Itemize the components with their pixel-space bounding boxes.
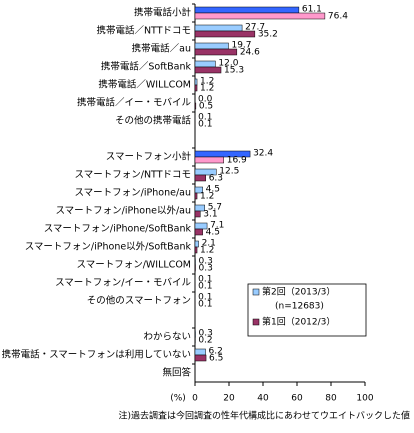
value-label: 1.2 [200, 84, 214, 94]
category-label: 無回答 [162, 367, 191, 379]
x-tick-label: 40 [257, 394, 269, 404]
legend-label: 第2回（2013/3） [262, 286, 335, 298]
x-axis-label: (%) [170, 394, 186, 404]
category-label: 携帯電話／イー・モバイル [77, 97, 192, 109]
value-label: 0.2 [198, 336, 212, 346]
value-label: 76.4 [328, 12, 348, 22]
bar [195, 61, 215, 67]
category-label: スマートフォン/iPhone以外/au [55, 205, 191, 217]
bar [195, 355, 206, 361]
value-label: 1.2 [200, 246, 214, 256]
footnote: 注)過去調査は今回調査の性年代構成比にあわせてウエイトバックした値 [118, 410, 410, 422]
category-label: 携帯電話小計 [134, 7, 192, 19]
value-label: 16.9 [227, 156, 247, 166]
bar [195, 211, 200, 217]
value-label: 0.1 [198, 120, 212, 130]
category-label: スマートフォン/iPhone/SoftBank [44, 224, 192, 235]
category-label: 携帯電話／WILLCOM [98, 79, 191, 91]
category-label: スマートフォン/NTTドコモ [75, 170, 191, 181]
category-label: スマートフォン/iPhone以外/SoftBank [25, 241, 192, 253]
category-label: スマートフォン/イー・モバイル [55, 278, 191, 289]
value-label: 0.1 [198, 282, 212, 292]
bar [195, 67, 221, 73]
legend-note: (n=12683) [275, 302, 324, 312]
bar [195, 13, 325, 19]
value-label: 15.3 [224, 66, 244, 76]
bar [195, 229, 203, 235]
bar [195, 241, 199, 247]
category-label: スマートフォン小計 [106, 151, 192, 163]
x-tick-label: 0 [192, 394, 198, 404]
value-label: 6.3 [209, 174, 223, 184]
bar [195, 49, 237, 55]
bar [195, 103, 196, 109]
bar [195, 25, 242, 31]
value-label: 6.5 [209, 354, 223, 364]
category-label: その他の携帯電話 [115, 115, 192, 127]
bar [195, 193, 197, 199]
category-label: わからない [143, 332, 191, 343]
category-label: 携帯電話・スマートフォンは利用していない [2, 349, 191, 361]
x-tick-label: 60 [291, 394, 303, 404]
bar [195, 175, 206, 181]
category-label: 携帯電話／NTTドコモ [96, 25, 191, 37]
value-label: 0.5 [199, 102, 213, 112]
value-label: 24.6 [240, 48, 260, 58]
value-label: 0.1 [198, 300, 212, 310]
legend-swatch [253, 289, 259, 295]
value-label: 35.2 [258, 30, 278, 40]
bar [195, 43, 228, 49]
x-tick-label: 100 [356, 394, 373, 404]
category-label: スマートフォン/WILLCOM [76, 260, 191, 271]
legend-label: 第1回（2012/3） [262, 316, 335, 328]
bar [195, 79, 197, 85]
bar [195, 85, 197, 91]
category-label: 携帯電話／SoftBank [101, 61, 192, 73]
bar [195, 247, 197, 253]
category-label: スマートフォン/iPhone/au [74, 188, 191, 199]
value-label: 3.1 [203, 210, 217, 220]
legend-swatch [253, 319, 259, 325]
value-label: 0.3 [199, 264, 213, 274]
bar [195, 265, 196, 271]
bar [195, 7, 299, 13]
value-label: 4.5 [206, 228, 220, 238]
category-label: 携帯電話／au [132, 43, 191, 55]
category-label: その他のスマートフォン [87, 295, 191, 307]
bar [195, 157, 224, 163]
x-tick-label: 20 [223, 394, 235, 404]
bar [195, 259, 196, 265]
bar [195, 349, 206, 355]
bar [195, 31, 255, 37]
bar [195, 331, 196, 337]
x-tick-label: 80 [325, 394, 337, 404]
value-label: 32.4 [253, 149, 273, 159]
value-label: 1.2 [200, 192, 214, 202]
